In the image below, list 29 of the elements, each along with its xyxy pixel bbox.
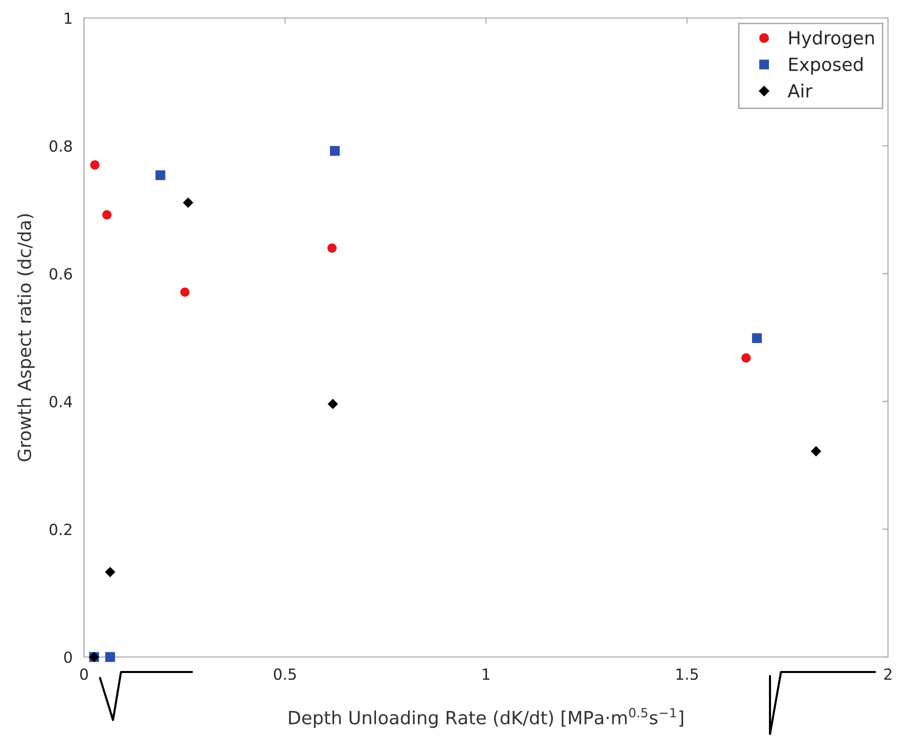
x-tick-label: 0.5 xyxy=(274,668,296,680)
point xyxy=(810,446,822,456)
point xyxy=(327,243,337,253)
x-tick-label: 2 xyxy=(884,668,892,680)
point xyxy=(328,398,338,410)
y-tick-label: 0.2 xyxy=(50,524,72,536)
y-tick-label: 1 xyxy=(64,12,72,24)
legend-label: Exposed xyxy=(789,57,862,75)
point xyxy=(330,146,340,156)
point xyxy=(90,160,100,170)
point xyxy=(104,566,116,578)
y-tick-label: 0.4 xyxy=(50,396,72,408)
point xyxy=(105,652,116,662)
point xyxy=(752,333,762,344)
x-tick-label: 0 xyxy=(80,668,88,680)
y-tick-label: 0.6 xyxy=(50,268,72,280)
x-tick-label: 1.5 xyxy=(676,668,698,680)
y-tick-label: 0 xyxy=(64,651,72,664)
legend-label: Hydrogen xyxy=(789,30,874,48)
point xyxy=(102,210,112,220)
x-axis-title: Depth Unloading Rate (dK/dt) [MPa·m$^{0.5}$s$^{−1}$] xyxy=(289,708,684,728)
legend-label: Air xyxy=(788,84,812,98)
point xyxy=(155,170,166,180)
point xyxy=(741,353,751,363)
x-tick-label: 1 xyxy=(482,668,490,680)
y-axis-title: Growth Aspect ratio (dc/da) xyxy=(17,214,35,462)
y-tick-label: 0.8 xyxy=(50,140,72,152)
point xyxy=(182,197,194,208)
point xyxy=(180,287,190,297)
